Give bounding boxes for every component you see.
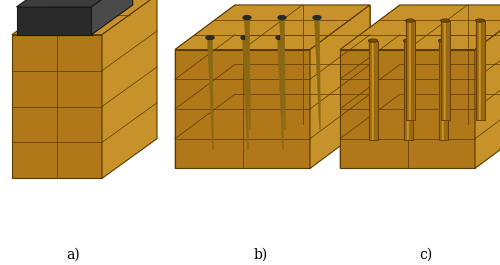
Ellipse shape — [404, 39, 412, 42]
Polygon shape — [16, 0, 133, 7]
Polygon shape — [438, 41, 442, 140]
Polygon shape — [12, 35, 102, 178]
Polygon shape — [368, 41, 372, 140]
Polygon shape — [476, 21, 478, 120]
Polygon shape — [12, 0, 157, 35]
Polygon shape — [475, 5, 500, 169]
Polygon shape — [280, 21, 285, 130]
Polygon shape — [404, 41, 406, 140]
Polygon shape — [412, 21, 414, 120]
Polygon shape — [102, 0, 157, 178]
Polygon shape — [235, 5, 370, 124]
Polygon shape — [244, 21, 250, 130]
Polygon shape — [340, 50, 475, 169]
Ellipse shape — [206, 36, 214, 40]
Text: c): c) — [419, 248, 432, 262]
Text: a): a) — [66, 248, 80, 262]
Text: b): b) — [254, 248, 268, 262]
Polygon shape — [442, 41, 444, 140]
Polygon shape — [208, 41, 214, 150]
Ellipse shape — [241, 36, 249, 40]
Ellipse shape — [476, 19, 484, 22]
Polygon shape — [444, 41, 448, 140]
Ellipse shape — [243, 16, 251, 20]
Polygon shape — [406, 21, 408, 120]
Polygon shape — [310, 5, 370, 169]
Polygon shape — [314, 21, 320, 130]
Polygon shape — [340, 5, 400, 169]
Ellipse shape — [276, 36, 284, 40]
Ellipse shape — [406, 19, 414, 22]
Polygon shape — [92, 0, 133, 35]
Polygon shape — [16, 7, 92, 35]
Polygon shape — [374, 41, 378, 140]
Ellipse shape — [278, 16, 286, 20]
Polygon shape — [408, 21, 412, 120]
Ellipse shape — [368, 39, 378, 42]
Polygon shape — [482, 21, 484, 120]
Polygon shape — [242, 41, 248, 150]
Polygon shape — [410, 41, 412, 140]
Polygon shape — [372, 41, 374, 140]
Ellipse shape — [440, 19, 450, 22]
Polygon shape — [175, 50, 310, 169]
Polygon shape — [478, 21, 482, 120]
Polygon shape — [340, 5, 500, 50]
Polygon shape — [444, 21, 446, 120]
Ellipse shape — [438, 39, 448, 42]
Polygon shape — [446, 21, 450, 120]
Ellipse shape — [313, 16, 321, 20]
Polygon shape — [406, 41, 410, 140]
Polygon shape — [278, 41, 283, 150]
Polygon shape — [175, 5, 370, 50]
Polygon shape — [175, 5, 235, 169]
Polygon shape — [400, 5, 500, 124]
Polygon shape — [440, 21, 444, 120]
